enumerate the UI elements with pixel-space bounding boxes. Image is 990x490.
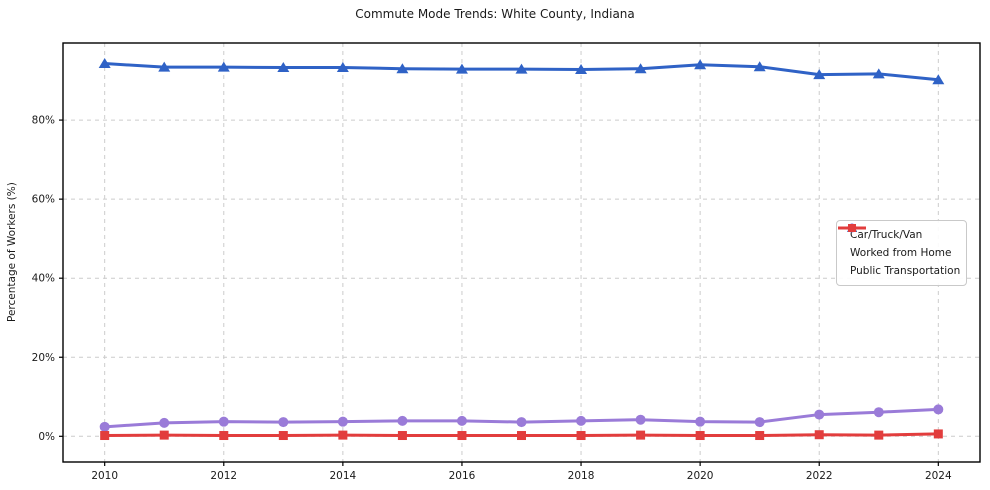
marker-worked-from-home-2012 <box>218 416 229 427</box>
legend-marker-square-icon <box>838 224 866 232</box>
marker-public-transportation-2011 <box>159 430 169 440</box>
x-tick-label-2018: 2018 <box>568 470 595 482</box>
marker-car-truck-van-2013 <box>277 62 290 73</box>
marker-car-truck-van-2021 <box>753 61 766 72</box>
marker-public-transportation-2020 <box>695 431 705 441</box>
y-tick-label-0: 0% <box>38 431 55 443</box>
marker-car-truck-van-2023 <box>872 68 885 79</box>
marker-car-truck-van-2010 <box>98 58 111 69</box>
marker-car-truck-van-2019 <box>634 63 647 74</box>
marker-worked-from-home-2011 <box>159 417 170 428</box>
marker-car-truck-van-2016 <box>455 63 468 74</box>
legend-label-worked-from-home: Worked from Home <box>850 247 952 259</box>
marker-public-transportation-2012 <box>219 431 229 441</box>
marker-public-transportation-2016 <box>457 431 467 441</box>
marker-worked-from-home-2020 <box>695 416 706 427</box>
marker-public-transportation-2017 <box>517 431 526 441</box>
x-tick-label-2016: 2016 <box>449 470 476 482</box>
marker-public-transportation-2018 <box>576 431 586 441</box>
legend-item-public-transportation: Public Transportation <box>838 224 961 280</box>
y-tick-label-60: 60% <box>32 194 55 206</box>
marker-car-truck-van-2022 <box>813 69 826 80</box>
marker-public-transportation-2015 <box>397 431 407 441</box>
marker-worked-from-home-2021 <box>754 417 765 428</box>
marker-car-truck-van-2012 <box>217 61 230 72</box>
marker-public-transportation-2010 <box>100 431 110 441</box>
marker-public-transportation-2013 <box>278 431 288 441</box>
marker-worked-from-home-2014 <box>337 416 348 427</box>
marker-worked-from-home-2023 <box>873 407 884 418</box>
y-tick-label-40: 40% <box>32 273 55 285</box>
marker-car-truck-van-2014 <box>336 62 349 73</box>
x-tick-label-2012: 2012 <box>210 470 237 482</box>
marker-worked-from-home-2016 <box>456 415 467 426</box>
y-tick-label-20: 20% <box>32 352 55 364</box>
marker-car-truck-van-2018 <box>575 63 588 74</box>
marker-car-truck-van-2015 <box>396 63 409 74</box>
y-tick-label-80: 80% <box>32 115 55 127</box>
marker-car-truck-van-2020 <box>694 59 707 70</box>
marker-public-transportation-2021 <box>755 431 765 441</box>
marker-car-truck-van-2011 <box>158 61 171 72</box>
marker-worked-from-home-2022 <box>814 409 825 420</box>
x-tick-label-2024: 2024 <box>925 470 952 482</box>
chart-title: Commute Mode Trends: White County, India… <box>355 7 635 21</box>
marker-worked-from-home-2017 <box>516 417 527 428</box>
marker-public-transportation-2019 <box>636 430 646 440</box>
marker-public-transportation-2022 <box>814 430 824 440</box>
x-tick-label-2010: 2010 <box>91 470 118 482</box>
marker-worked-from-home-2018 <box>576 415 587 426</box>
marker-public-transportation-2014 <box>338 430 348 440</box>
legend-label-public-transportation: Public Transportation <box>850 265 961 277</box>
x-tick-label-2014: 2014 <box>329 470 356 482</box>
x-tick-label-2020: 2020 <box>687 470 714 482</box>
marker-public-transportation-2024 <box>933 429 943 439</box>
axes-spines <box>62 42 981 463</box>
marker-worked-from-home-2019 <box>635 414 646 425</box>
marker-worked-from-home-2024 <box>933 404 944 415</box>
marker-car-truck-van-2017 <box>515 63 528 74</box>
marker-worked-from-home-2010 <box>99 421 110 432</box>
legend-item-worked-from-home: Worked from Home <box>838 223 958 262</box>
marker-worked-from-home-2013 <box>278 417 289 428</box>
marker-worked-from-home-2015 <box>397 415 408 426</box>
x-tick-label-2022: 2022 <box>806 470 833 482</box>
marker-car-truck-van-2024 <box>932 74 945 85</box>
marker-public-transportation-2023 <box>874 430 884 440</box>
legend: Car/Truck/Van Worked from Home Public Tran… <box>836 220 967 286</box>
legend-label-car-truck-van: Car/Truck/Van <box>850 229 923 241</box>
